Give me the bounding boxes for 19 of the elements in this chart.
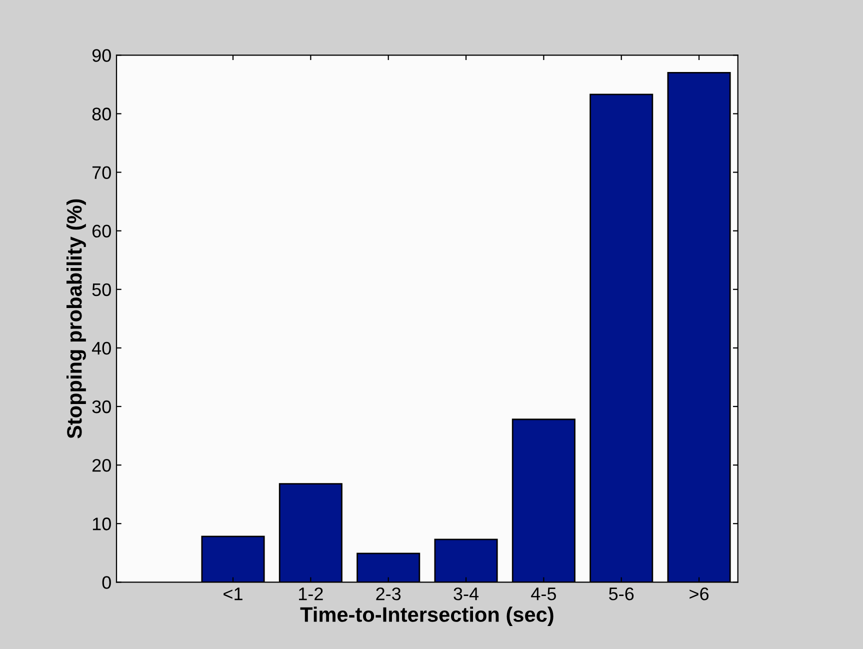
x-tick-label: <1 [224,588,242,600]
y-tick-label: 60 [92,224,111,238]
y-axis-title: Stopping probability (%) [66,199,86,438]
x-axis-title: Time-to-Intersection (sec) [300,606,554,626]
y-tick-label: 10 [92,518,111,530]
y-tick-label: 70 [92,166,111,179]
x-tick-label: >6 [690,587,709,600]
y-tick-label: 30 [92,400,111,414]
y-tick-label: 40 [92,342,111,355]
y-tick-label: 80 [92,108,111,120]
x-tick-label: 2-3 [376,587,401,600]
y-tick-label: 50 [92,283,111,296]
y-tick-label: 90 [92,49,111,62]
x-tick-label: 3-4 [454,587,479,600]
y-tick-label: 0 [102,576,111,589]
x-tick-label: 5-6 [609,587,634,600]
x-tick-label: 4-5 [531,588,556,600]
x-tick-label: 1-2 [299,587,323,600]
y-tick-label: 20 [92,458,111,472]
